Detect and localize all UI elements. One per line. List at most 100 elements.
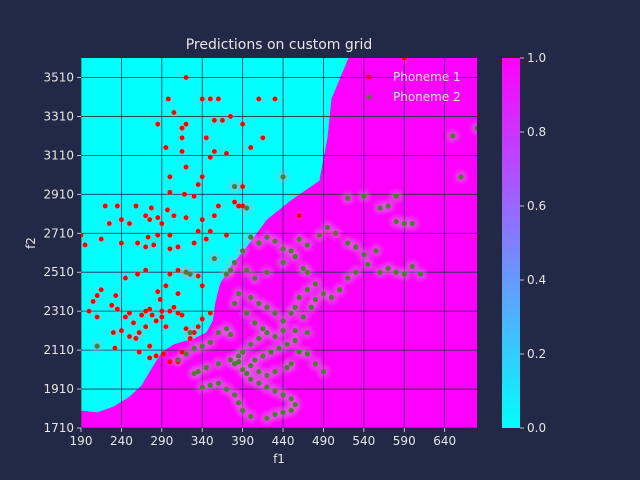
phoneme-2-point [292, 337, 298, 343]
phoneme-2-point [252, 275, 258, 281]
phoneme-1-point [143, 267, 149, 273]
phoneme-2-point [211, 255, 217, 262]
phoneme-1-point [114, 203, 120, 209]
legend: Phoneme 1 Phoneme 2 [366, 70, 461, 104]
y-tick-label: 3310 [43, 109, 74, 123]
colorbar-tick-label: 0.4 [527, 273, 546, 287]
phoneme-2-point [393, 269, 399, 275]
phoneme-2-point [235, 359, 242, 365]
phoneme-1-point [207, 228, 213, 234]
phoneme-2-glow [468, 119, 477, 138]
phoneme-1-point [207, 310, 213, 316]
colorbar: 0.0 0.2 0.4 0.6 0.8 1.0 [502, 51, 546, 435]
phoneme-2-point [175, 357, 181, 363]
x-tick-label: 340 [191, 434, 214, 448]
phoneme-1-point [163, 145, 169, 150]
phoneme-1-point [86, 308, 92, 314]
phoneme-1-point [199, 96, 205, 102]
phoneme-2-point [227, 331, 234, 338]
phoneme-1-point [224, 232, 229, 238]
phoneme-2-point [272, 411, 278, 417]
plot-area [81, 58, 477, 428]
phoneme-1-point [260, 135, 266, 141]
phoneme-1-point [199, 217, 205, 223]
phoneme-2-point [288, 396, 294, 402]
legend-label-phoneme-2: Phoneme 2 [393, 90, 461, 104]
phoneme-2-point [280, 259, 286, 266]
phoneme-2-point [288, 361, 294, 367]
legend-label-phoneme-1: Phoneme 1 [393, 70, 461, 84]
phoneme-1-point [179, 349, 185, 355]
phoneme-2-point [292, 328, 298, 334]
phoneme-2-point [223, 326, 230, 332]
phoneme-2-point [256, 300, 262, 306]
phoneme-1-point [151, 242, 157, 248]
phoneme-1-point [157, 297, 163, 302]
phoneme-1-point [135, 240, 140, 246]
phoneme-1-point [159, 221, 165, 226]
phoneme-2-point [300, 265, 306, 271]
phoneme-2-point [215, 329, 221, 336]
phoneme-1-point [163, 324, 169, 330]
phoneme-2-point [280, 409, 286, 416]
phoneme-2-point [296, 349, 302, 355]
phoneme-1-point [167, 359, 173, 365]
x-tick-label: 490 [312, 434, 335, 448]
phoneme-2-point [292, 304, 298, 310]
phoneme-1-point [179, 135, 185, 141]
colorbar-gradient [502, 58, 520, 428]
phoneme-2-point [183, 269, 189, 275]
phoneme-1-point [161, 351, 166, 357]
phoneme-1-point [143, 213, 149, 219]
phoneme-1-point [147, 343, 153, 349]
phoneme-2-point [231, 392, 238, 398]
phoneme-2-point [244, 267, 250, 273]
phoneme-1-point [155, 215, 161, 221]
phoneme-1-point [175, 291, 181, 297]
phoneme-2-point [260, 353, 266, 359]
legend-marker-phoneme-2 [366, 94, 372, 100]
phoneme-2-point [296, 294, 302, 301]
phoneme-2-point [244, 310, 250, 316]
phoneme-2-point [280, 246, 286, 252]
phoneme-1-point [147, 306, 153, 312]
phoneme-1-point [123, 314, 128, 320]
phoneme-2-point [235, 400, 242, 406]
scatter-points [81, 58, 477, 428]
x-tick-label: 440 [272, 434, 295, 448]
phoneme-1-point [119, 328, 124, 334]
phoneme-2-point [393, 218, 399, 225]
phoneme-2-point [231, 183, 238, 190]
phoneme-1-point [171, 213, 177, 219]
phoneme-2-point [328, 294, 335, 301]
y-tick-label: 2110 [43, 343, 74, 357]
phoneme-2-point [240, 349, 246, 355]
phoneme-1-point [240, 203, 246, 209]
phoneme-1-point [155, 289, 161, 295]
phoneme-2-point [284, 365, 290, 371]
phoneme-2-point [272, 310, 278, 316]
phoneme-2-point [235, 291, 242, 297]
phoneme-2-point [272, 238, 278, 244]
phoneme-2-point [195, 368, 201, 375]
phoneme-2-point [365, 261, 371, 268]
phoneme-1-point [191, 193, 197, 199]
phoneme-2-point [304, 351, 310, 357]
phoneme-2-point [244, 205, 250, 211]
phoneme-1-point [199, 316, 205, 322]
phoneme-1-point [175, 267, 181, 273]
phoneme-1-point [228, 114, 233, 119]
phoneme-2-point [227, 357, 234, 363]
phoneme-1-point [102, 203, 108, 209]
phoneme-1-point [183, 75, 189, 80]
x-axis-label: f1 [273, 452, 285, 466]
phoneme-1-point [175, 310, 181, 316]
y-tick-label: 2910 [43, 187, 74, 201]
phoneme-2-point [244, 370, 250, 377]
phoneme-2-point [304, 287, 310, 293]
phoneme-2-point [353, 244, 359, 250]
phoneme-2-point [272, 368, 278, 375]
phoneme-2-point [288, 248, 294, 254]
phoneme-2-point [223, 386, 230, 392]
